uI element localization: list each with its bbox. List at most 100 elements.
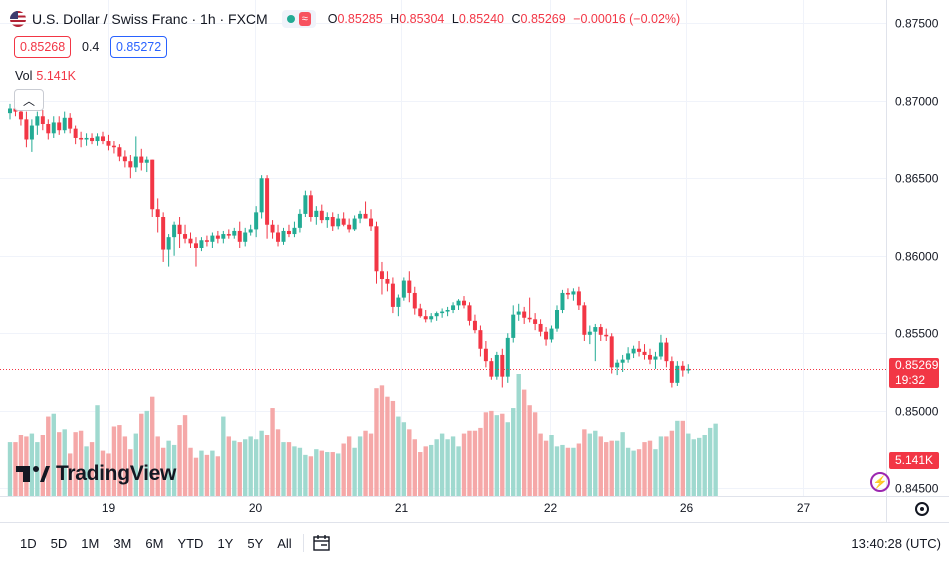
- candle: [155, 198, 160, 233]
- volume-legend[interactable]: Vol 5.141K: [15, 69, 76, 83]
- candle-body: [336, 218, 341, 227]
- candle-body: [456, 300, 461, 306]
- candle: [451, 302, 456, 314]
- chart-header: U.S. Dollar / Swiss Franc · 1h · FXCM ≈ …: [10, 8, 680, 30]
- candle-body: [626, 353, 631, 360]
- candle-body: [265, 178, 270, 225]
- volume-tag: 5.141K: [889, 452, 939, 469]
- candle-body: [226, 234, 231, 236]
- candle: [117, 144, 122, 162]
- timeframe-5y[interactable]: 5Y: [247, 535, 264, 551]
- volume-bars: [7, 374, 718, 496]
- market-status-badge[interactable]: ≈: [281, 10, 316, 28]
- volume-bar: [483, 412, 489, 496]
- candle-body: [680, 365, 685, 371]
- volume-bar: [418, 452, 423, 496]
- candle-body: [544, 331, 549, 340]
- volume-bar: [445, 439, 450, 496]
- candle: [276, 224, 281, 247]
- candle-body: [483, 348, 488, 362]
- candle: [522, 306, 527, 324]
- candle: [374, 221, 379, 284]
- candle-body: [270, 224, 275, 233]
- candle: [407, 271, 412, 303]
- volume-bar: [631, 450, 636, 496]
- volume-bar: [560, 444, 565, 496]
- candle-body: [243, 232, 248, 242]
- symbol-title[interactable]: U.S. Dollar / Swiss Franc · 1h · FXCM: [32, 11, 268, 27]
- candle: [555, 305, 559, 332]
- candle: [232, 227, 237, 239]
- candle: [533, 313, 538, 331]
- ohlc-readout: O0.85285 H0.85304 L0.85240 C0.85269 −0.0…: [327, 12, 681, 26]
- candle: [358, 210, 363, 224]
- volume-bar: [500, 413, 505, 496]
- candle: [582, 302, 587, 341]
- candle: [598, 323, 603, 341]
- lightning-icon[interactable]: ⚡: [870, 472, 890, 492]
- volume-bar: [379, 385, 385, 496]
- candle: [166, 234, 171, 267]
- candle: [626, 347, 631, 363]
- collapse-legend-button[interactable]: ︿: [14, 89, 44, 111]
- candle-body: [401, 280, 406, 298]
- buy-button[interactable]: 0.85272: [110, 36, 168, 58]
- gear-icon[interactable]: [915, 502, 929, 516]
- volume-bar: [275, 429, 281, 496]
- volume-bar: [51, 413, 56, 496]
- volume-bar: [57, 432, 62, 496]
- last-price-value: 0.85269: [895, 358, 939, 372]
- volume-bar: [565, 447, 571, 496]
- candle: [286, 224, 291, 238]
- y-tick-label: 0.85000: [895, 405, 939, 419]
- candle-body: [369, 218, 374, 227]
- timeframe-3m[interactable]: 3M: [113, 535, 132, 551]
- timeframe-6m[interactable]: 6M: [145, 535, 164, 551]
- candle-body: [418, 308, 423, 317]
- candle: [336, 213, 341, 230]
- timeframe-ytd[interactable]: YTD: [177, 535, 204, 551]
- candle: [161, 212, 166, 262]
- candle: [423, 310, 428, 323]
- candle: [462, 296, 467, 309]
- y-tick-label: 0.86500: [895, 172, 939, 186]
- tradingview-logo[interactable]: TradingView: [16, 462, 176, 486]
- volume-bar: [532, 412, 538, 496]
- candle: [434, 311, 439, 321]
- candle: [204, 235, 209, 247]
- volume-bar: [341, 443, 346, 496]
- volume-bar: [319, 450, 324, 496]
- candle: [664, 337, 669, 368]
- timeframe-1y[interactable]: 1Y: [217, 535, 234, 551]
- low-value: 0.85240: [458, 12, 504, 26]
- sell-button[interactable]: 0.85268: [14, 36, 72, 58]
- candle-body: [325, 217, 330, 221]
- candle: [686, 364, 691, 374]
- candle: [221, 230, 226, 244]
- calendar-icon[interactable]: [312, 534, 332, 552]
- candle-body: [445, 310, 450, 312]
- volume-bar: [647, 440, 653, 496]
- close-value: 0.85269: [520, 12, 566, 26]
- utc-clock[interactable]: 13:40:28 (UTC): [851, 535, 941, 551]
- volume-bar: [13, 442, 18, 496]
- candle-body: [511, 314, 516, 338]
- volume-bar: [67, 453, 73, 496]
- candle: [538, 319, 543, 337]
- timeframe-1m[interactable]: 1M: [81, 535, 100, 551]
- candle: [308, 190, 313, 222]
- timeframe-all[interactable]: All: [277, 535, 292, 551]
- wave-icon: ≈: [298, 12, 311, 26]
- candle-body: [100, 136, 105, 142]
- y-tick-label: 0.87500: [895, 17, 939, 31]
- y-tick-label: 0.86000: [895, 250, 939, 264]
- candle-body: [516, 311, 521, 315]
- timeframe-5d[interactable]: 5D: [50, 535, 68, 551]
- candle-body: [390, 283, 395, 307]
- volume-bar: [582, 429, 587, 496]
- timeframe-1d[interactable]: 1D: [20, 535, 37, 551]
- candle: [314, 206, 319, 225]
- candle: [215, 230, 220, 244]
- candle-body: [637, 348, 642, 352]
